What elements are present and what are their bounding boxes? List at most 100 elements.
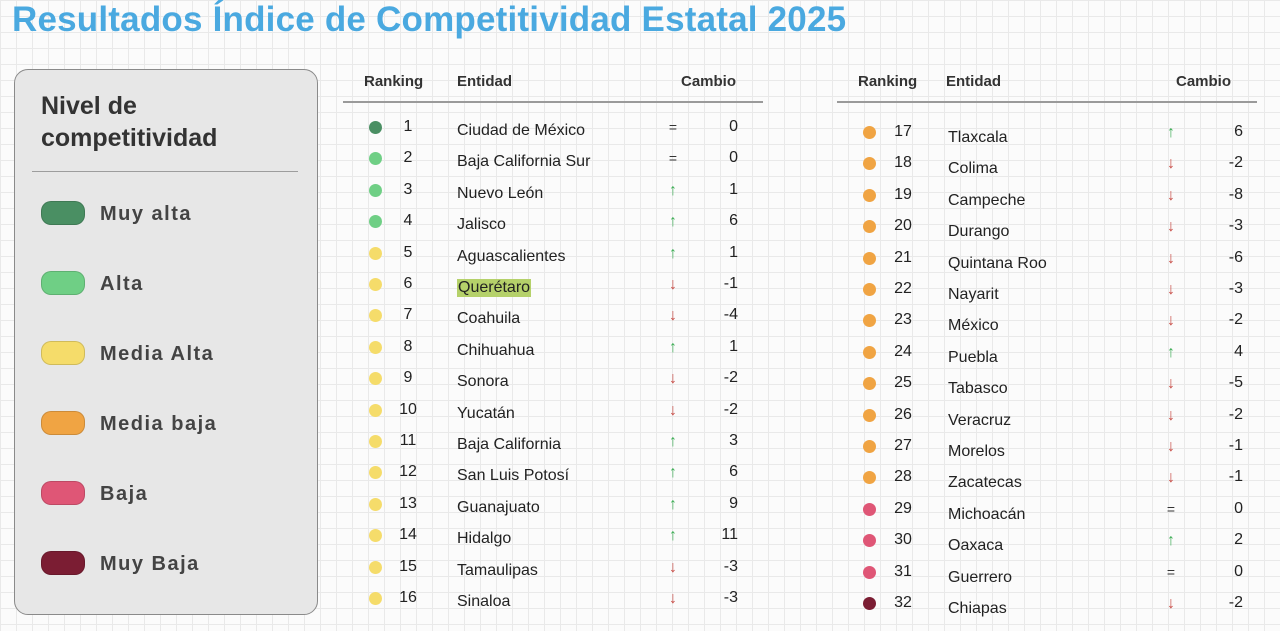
entity-cell: Campeche	[948, 191, 1026, 209]
table-row: 5 Aguascalientes ↑ 1	[0, 242, 1280, 266]
table-row: 4 Jalisco ↑ 6	[0, 210, 1280, 234]
rank-cell: 13	[399, 494, 417, 512]
change-cell: -3	[723, 589, 738, 606]
change-cell: 0	[729, 149, 738, 167]
change-cell: -8	[1228, 185, 1243, 203]
entity-cell: Nuevo León	[457, 184, 544, 202]
legend-swatch	[41, 551, 85, 575]
level-dot	[369, 121, 382, 134]
rank-cell: 29	[894, 499, 912, 517]
level-dot	[369, 403, 382, 417]
rank-cell: 26	[894, 405, 912, 423]
table-row: 32 Chiapas ↓ -2	[0, 592, 1280, 617]
level-dot	[863, 251, 876, 265]
level-dot	[863, 188, 876, 202]
header-rule-left	[343, 101, 763, 103]
arrow-down-icon: ↓	[1167, 281, 1175, 298]
change-cell: -3	[723, 557, 738, 575]
table-row: 31 Guerrero = 0	[0, 561, 1280, 586]
level-dot	[863, 220, 876, 234]
rank-cell: 6	[403, 275, 413, 292]
table-row: 11 Baja California ↑ 3	[0, 430, 1280, 454]
table-row: 26 Veracruz ↓ -2	[0, 404, 1280, 429]
entity-cell: México	[948, 317, 999, 335]
entity-cell: Sinaloa	[457, 593, 511, 610]
entity-cell: Chiapas	[948, 600, 1007, 617]
rank-cell: 10	[399, 400, 417, 418]
legend-panel: Nivel de competitividad Muy alta Alta Me…	[14, 69, 318, 615]
legend-label: Media baja	[100, 413, 218, 435]
legend-label: Media Alta	[100, 343, 215, 365]
legend-swatch	[41, 271, 85, 295]
entity-cell: Ciudad de México	[457, 122, 586, 139]
arrow-down-icon: ↓	[1167, 155, 1175, 173]
arrow-up-icon: ↑	[669, 433, 677, 450]
rank-cell: 24	[894, 342, 912, 360]
level-dot	[369, 529, 382, 543]
rank-cell: 12	[399, 463, 417, 481]
arrow-down-icon: ↓	[1167, 218, 1175, 236]
entity-cell: Quintana Roo	[948, 254, 1047, 272]
arrow-down-icon: ↓	[1167, 375, 1175, 393]
arrow-up-icon: ↑	[1167, 124, 1175, 141]
entity-cell: Zacatecas	[948, 474, 1022, 492]
change-cell: 3	[729, 432, 738, 449]
change-cell: -6	[1228, 248, 1243, 266]
change-cell: -2	[1228, 154, 1243, 172]
arrow-up-icon: ↑	[669, 338, 677, 356]
level-dot	[863, 345, 876, 359]
table-row: 22 Nayarit ↓ -3	[0, 278, 1280, 303]
level-dot	[369, 592, 382, 605]
equal-icon: =	[1166, 563, 1176, 580]
change-cell: 6	[1234, 123, 1243, 140]
rank-cell: 7	[403, 306, 413, 324]
entity-cell: Tlaxcala	[948, 129, 1008, 146]
table-row: 24 Puebla ↑ 4	[0, 341, 1280, 366]
change-cell: 1	[729, 243, 738, 261]
entity-cell: Puebla	[948, 348, 998, 366]
level-dot	[369, 340, 382, 354]
change-cell: -1	[1228, 437, 1243, 454]
header-cambio-right: Cambio	[1176, 73, 1232, 90]
change-cell: -2	[1228, 311, 1243, 329]
arrow-up-icon: ↑	[669, 181, 677, 199]
entity-cell: Durango	[948, 223, 1010, 241]
rank-cell: 15	[399, 557, 417, 575]
arrow-down-icon: ↓	[669, 276, 677, 293]
entity-cell: Guerrero	[948, 568, 1013, 586]
level-dot	[863, 440, 876, 453]
arrow-down-icon: ↓	[669, 590, 677, 607]
arrow-down-icon: ↓	[669, 307, 677, 325]
entity-cell: San Luis Potosí	[457, 467, 570, 485]
arrow-down-icon: ↓	[1167, 249, 1175, 267]
level-dot	[369, 466, 382, 480]
level-dot	[863, 534, 876, 548]
rank-cell: 4	[403, 212, 413, 230]
entity-cell: Baja California Sur	[457, 153, 591, 171]
level-dot	[863, 471, 876, 485]
level-dot	[369, 497, 382, 511]
level-dot	[369, 152, 382, 166]
table-row: 12 San Luis Potosí ↑ 6	[0, 461, 1280, 485]
entity-cell: Tamaulipas	[457, 561, 538, 579]
header-ranking-right: Ranking	[858, 73, 918, 90]
level-dot	[369, 372, 382, 386]
rank-cell: 20	[894, 217, 912, 235]
entity-cell: Jalisco	[457, 216, 506, 234]
table-row: 29 Michoacán = 0	[0, 498, 1280, 523]
legend-swatch	[41, 481, 85, 505]
table-row: 3 Nuevo León ↑ 1	[0, 179, 1280, 203]
arrow-up-icon: ↑	[1167, 343, 1175, 361]
rank-cell: 8	[403, 337, 413, 355]
table-row: 23 México ↓ -2	[0, 309, 1280, 335]
table-row: 6 Querétaro ↓ -1	[0, 273, 1280, 297]
change-cell: 2	[1234, 531, 1243, 549]
entity-cell: Baja California	[457, 436, 562, 453]
legend-label: Alta	[100, 273, 144, 295]
entity-cell: Veracruz	[948, 411, 1012, 429]
legend-title: Nivel de competitividad	[41, 92, 218, 152]
rank-cell: 17	[894, 123, 912, 140]
entity-cell: Nayarit	[948, 286, 999, 303]
change-cell: 11	[721, 526, 738, 544]
arrow-down-icon: ↓	[1167, 595, 1175, 612]
